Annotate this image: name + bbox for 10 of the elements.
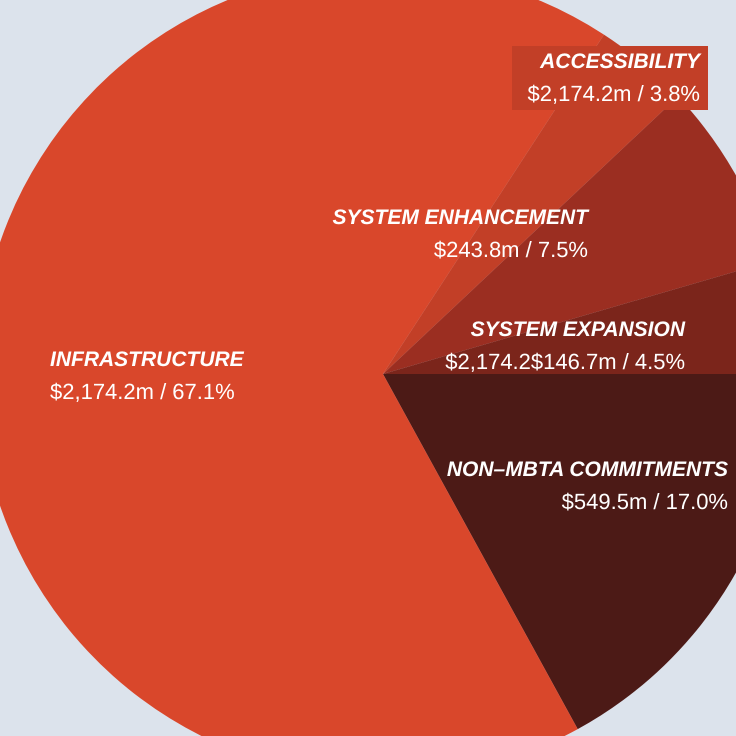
data-label: $2,174.2m / 67.1% [50,379,235,404]
slice-label: SYSTEM ENHANCEMENT [332,206,590,229]
data-label: $243.8m / 7.5% [434,237,588,262]
slice-label: ACCESSIBILITY [539,50,702,73]
data-label: $549.5m / 17.0% [562,489,728,514]
slice-label: SYSTEM EXPANSION [470,318,686,341]
slice-label: NON–MBTA COMMITMENTS [446,458,728,481]
data-label: $2,174.2$146.7m / 4.5% [445,349,685,374]
slice-label: INFRASTRUCTURE [50,348,245,371]
data-label: $2,174.2m / 3.8% [528,81,700,106]
